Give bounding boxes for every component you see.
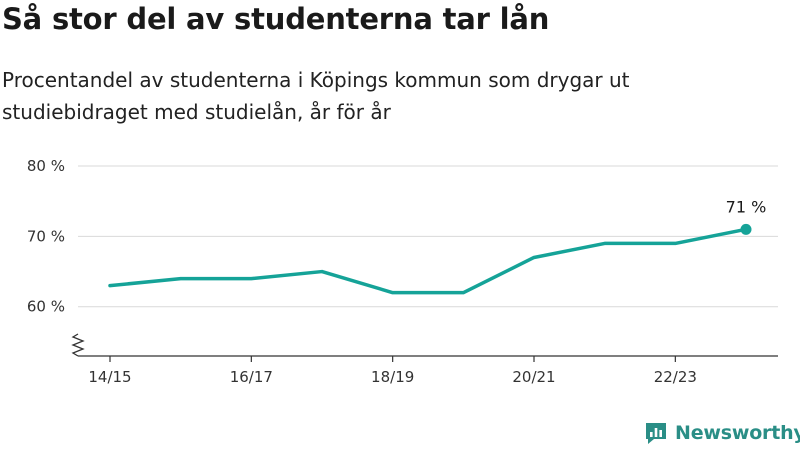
line-chart: 60 % 70 % 80 % 14/15 16/17 18/19 20/21 22/23 7… — [27, 157, 778, 386]
axis-break-icon — [71, 333, 85, 357]
x-tick-label: 18/19 — [371, 368, 414, 386]
y-tick-label: 70 % — [27, 227, 65, 245]
y-tick-labels: 60 % 70 % 80 % — [27, 157, 65, 316]
series-line — [108, 227, 748, 295]
annotation-layer: 71 % — [726, 197, 767, 216]
value-label: 71 % — [726, 197, 767, 216]
x-tick-label: 16/17 — [230, 368, 273, 386]
series-layer — [108, 223, 752, 295]
chart-title: Så stor del av studenterna tar lån — [2, 2, 550, 36]
newsworthy-logo: Newsworthy — [644, 418, 800, 448]
last-point-marker — [740, 223, 752, 235]
x-tick-label: 22/23 — [654, 368, 697, 386]
x-tick-label: 20/21 — [512, 368, 555, 386]
newsworthy-logo-icon — [646, 423, 666, 444]
gridlines — [78, 165, 778, 308]
chart-subtitle: Procentandel av studenterna i Köpings ko… — [2, 68, 630, 124]
y-tick-label: 80 % — [27, 157, 65, 175]
x-tick-label: 14/15 — [88, 368, 131, 386]
y-tick-label: 60 % — [27, 298, 65, 316]
x-axis: 14/15 16/17 18/19 20/21 22/23 — [78, 355, 778, 386]
brand-name: Newsworthy — [675, 422, 800, 444]
